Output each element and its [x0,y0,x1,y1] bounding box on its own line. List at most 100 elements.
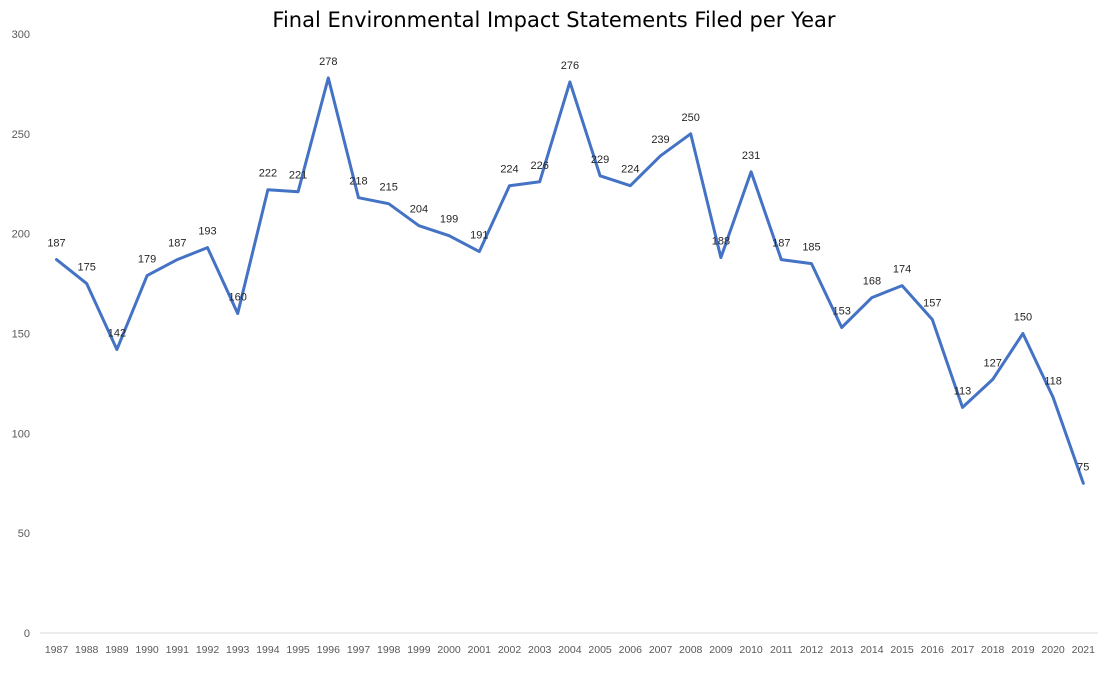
data-label: 221 [289,170,307,182]
data-point [961,406,964,409]
data-label: 226 [531,160,549,172]
x-tick-label: 2014 [860,644,884,656]
data-label: 191 [470,230,488,242]
x-tick-label: 2015 [890,644,914,656]
data-label: 229 [591,154,609,166]
data-point [780,258,783,261]
data-point [719,256,722,259]
data-label: 75 [1077,461,1089,473]
y-tick-label: 300 [12,29,30,41]
data-point [1082,482,1085,485]
data-point [327,76,330,79]
data-label: 118 [1044,375,1062,387]
data-point [85,282,88,285]
data-point [931,318,934,321]
x-tick-label: 1998 [377,644,401,656]
data-label: 276 [561,60,579,72]
x-tick-label: 1994 [256,644,280,656]
data-label: 239 [651,134,669,146]
data-label: 187 [47,238,65,250]
y-tick-label: 250 [12,129,30,141]
data-label: 175 [78,262,96,274]
series-line [55,76,1085,485]
data-point [1052,396,1055,399]
x-tick-label: 2004 [558,644,582,656]
data-labels: 187 175 142 179 187 193 160 222 221 278 218 215 204 1… [47,56,1089,473]
data-label: 113 [954,385,972,397]
x-tick-label: 1990 [135,644,159,656]
data-label: 187 [168,238,186,250]
x-axis: 1987 1988 1989 1990 1991 1992 1993 1994 1995 1996… [45,644,1095,656]
data-point [417,224,420,227]
data-point [750,170,753,173]
data-point [115,348,118,351]
data-label: 127 [984,357,1002,369]
data-point [448,234,451,237]
data-label: 250 [682,112,700,124]
x-tick-label: 2001 [468,644,492,656]
data-point [810,262,813,265]
x-tick-label: 1996 [317,644,341,656]
data-label: 224 [500,164,518,176]
x-tick-label: 1987 [45,644,69,656]
x-tick-label: 1989 [105,644,129,656]
data-point [901,284,904,287]
y-tick-label: 50 [18,528,30,540]
series-layer [55,76,1085,485]
x-tick-label: 1992 [196,644,220,656]
data-point [206,246,209,249]
x-tick-label: 2019 [1011,644,1035,656]
data-point [357,196,360,199]
data-label: 185 [802,242,820,254]
data-label: 160 [229,292,247,304]
data-label: 278 [319,56,337,68]
data-label: 174 [893,264,911,276]
data-label: 142 [108,327,126,339]
x-tick-label: 2017 [951,644,975,656]
data-label: 188 [712,236,730,248]
x-tick-label: 2009 [709,644,733,656]
x-tick-label: 2018 [981,644,1005,656]
data-point [659,154,662,157]
x-tick-label: 2007 [649,644,673,656]
x-tick-label: 2013 [830,644,854,656]
data-point [146,274,149,277]
x-tick-label: 2003 [528,644,552,656]
data-label: 179 [138,254,156,266]
data-label: 168 [863,276,881,288]
x-tick-label: 2002 [498,644,522,656]
x-tick-label: 2011 [770,644,793,656]
data-point [568,80,571,83]
data-label: 231 [742,150,760,162]
x-tick-label: 2012 [800,644,824,656]
data-label: 218 [349,176,367,188]
x-tick-label: 2008 [679,644,703,656]
data-label: 224 [621,164,639,176]
y-tick-label: 100 [12,428,30,440]
x-tick-label: 1988 [75,644,99,656]
x-tick-label: 2000 [437,644,461,656]
data-label: 150 [1014,312,1032,324]
y-axis: 0 50 100 150 200 250 300 [12,29,30,640]
data-point [840,326,843,329]
y-tick-label: 0 [24,628,30,640]
x-tick-label: 2006 [619,644,643,656]
data-point [1021,332,1024,335]
data-point [297,190,300,193]
data-point [478,250,481,253]
data-label: 222 [259,168,277,180]
data-label: 199 [440,214,458,226]
data-point [538,180,541,183]
data-point [176,258,179,261]
data-point [991,378,994,381]
data-point [387,202,390,205]
data-label: 187 [772,238,790,250]
x-tick-label: 1997 [347,644,371,656]
x-tick-label: 2016 [921,644,945,656]
x-tick-label: 1999 [407,644,431,656]
y-tick-label: 150 [12,329,30,341]
y-tick-label: 200 [12,229,30,241]
x-tick-label: 1995 [286,644,310,656]
data-point [55,258,58,261]
